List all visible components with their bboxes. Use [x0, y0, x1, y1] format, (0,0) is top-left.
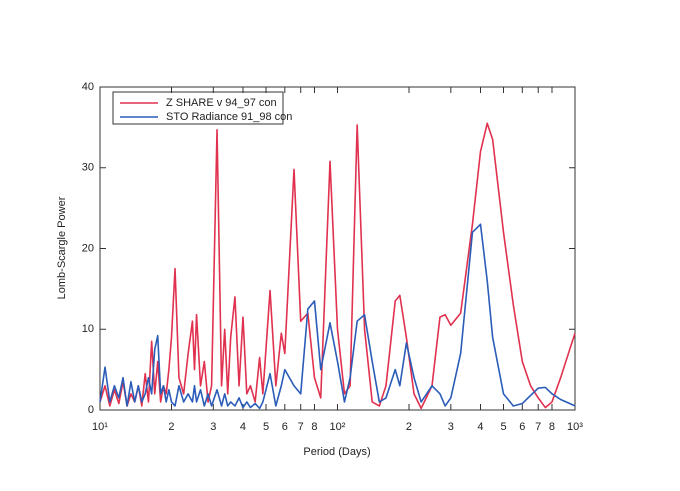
x-tick-label: 2 [406, 421, 412, 433]
y-tick-label: 0 [88, 404, 94, 416]
x-tick-label: 10² [330, 421, 346, 433]
series-line [99, 122, 576, 410]
y-tick-label: 10 [82, 323, 94, 335]
legend-box [112, 91, 284, 125]
x-tick-label: 3 [210, 421, 216, 433]
x-tick-label: 5 [263, 421, 269, 433]
y-axis-label: Lomb-Scargle Power [56, 196, 68, 299]
x-tick-label: 4 [477, 421, 483, 433]
x-tick-label: 7 [535, 421, 541, 433]
x-tick-label: 7 [298, 421, 304, 433]
series-line [99, 223, 576, 410]
x-tick-label: 10³ [567, 421, 583, 433]
x-tick-label: 4 [240, 421, 246, 433]
x-tick-label: 6 [519, 421, 525, 433]
x-tick-label: 8 [549, 421, 555, 433]
x-tick-label: 8 [311, 421, 317, 433]
x-tick-label: 6 [282, 421, 288, 433]
legend-label: Z SHARE v 94_97 con [166, 97, 277, 109]
x-tick-label: 3 [448, 421, 454, 433]
x-axis-label: Period (Days) [303, 446, 370, 458]
x-tick-label: 2 [168, 421, 174, 433]
x-tick-label: 10¹ [92, 421, 108, 433]
y-tick-label: 20 [82, 242, 94, 254]
x-tick-label: 5 [500, 421, 506, 433]
y-tick-label: 40 [82, 81, 94, 93]
y-tick-label: 30 [82, 162, 94, 174]
legend-label: STO Radiance 91_98 con [166, 111, 292, 123]
